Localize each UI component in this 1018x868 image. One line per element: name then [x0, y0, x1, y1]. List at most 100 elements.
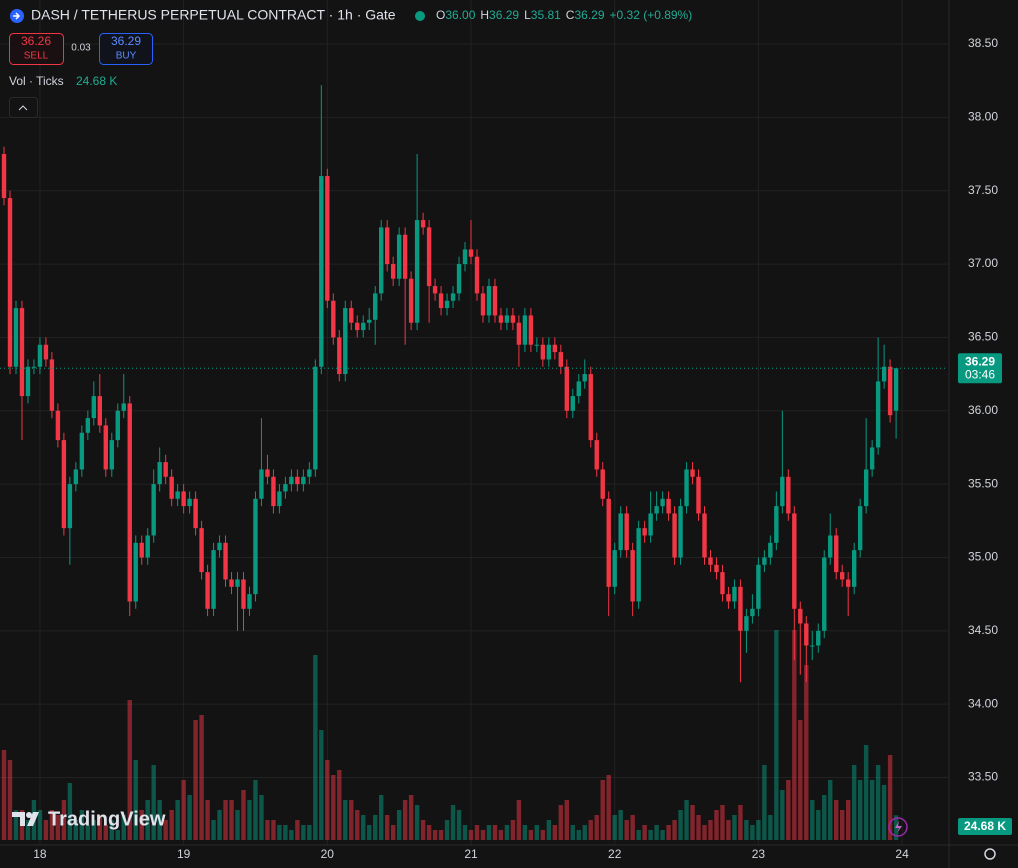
candle-body: [798, 608, 803, 624]
lightning-button[interactable]: [888, 817, 908, 837]
candle-body: [426, 227, 432, 287]
collapse-button[interactable]: [9, 97, 38, 118]
volume-bar: [277, 825, 282, 840]
volume-bar: [301, 825, 306, 840]
candle-body: [600, 469, 605, 499]
volume-bar: [582, 825, 587, 840]
volume-bar: [516, 800, 522, 840]
volume-bar: [558, 805, 564, 840]
volume-bar: [690, 805, 695, 840]
volume-bar: [43, 820, 49, 840]
candle-body: [444, 300, 450, 309]
buy-price[interactable]: 36.29: [111, 34, 141, 48]
volume-bar: [229, 800, 234, 840]
volume-pane: [1, 630, 899, 840]
candle-body: [498, 315, 504, 323]
buy-button[interactable]: [99, 33, 153, 65]
candle-body: [828, 535, 833, 558]
symbol-icon-glyph: [13, 12, 21, 20]
volume-bar: [684, 800, 689, 840]
volume-bar: [7, 760, 13, 840]
volume-legend-value: 24.68 K: [76, 74, 117, 88]
volume-bar: [49, 810, 55, 840]
volume-bar: [474, 825, 480, 840]
volume-bar: [851, 765, 857, 840]
candle-body: [863, 469, 869, 507]
volume-bar: [618, 810, 623, 840]
candle-body: [37, 344, 43, 367]
volume-bar: [1, 750, 7, 840]
candle-body: [79, 432, 85, 470]
candle-body: [121, 403, 126, 411]
volume-bar: [55, 815, 61, 840]
y-tick-label: 38.50: [968, 36, 998, 50]
volume-bar: [774, 630, 779, 840]
volume-bar: [349, 800, 354, 840]
volume-bar: [708, 820, 713, 840]
candle-body: [217, 542, 222, 551]
sell-label[interactable]: SELL: [24, 51, 49, 62]
candle-body: [396, 234, 402, 279]
volume-bar: [199, 715, 204, 840]
buy-label[interactable]: BUY: [116, 51, 137, 62]
volume-bar: [887, 755, 893, 840]
candle-body: [43, 344, 49, 360]
volume-bar: [594, 815, 599, 840]
candle-body: [780, 476, 785, 507]
volume-bar: [67, 783, 73, 840]
volume-bar: [624, 820, 629, 840]
candle-body: [528, 315, 534, 345]
candle-body: [702, 513, 707, 558]
volume-bar: [875, 765, 881, 840]
volume-bar: [373, 815, 378, 840]
candle-body: [612, 550, 617, 587]
candle-body: [115, 410, 120, 441]
volume-bar: [714, 810, 719, 840]
volume-bar: [768, 815, 773, 840]
candle-body: [822, 557, 827, 631]
volume-bar: [840, 810, 845, 840]
legend-value: 36.00: [445, 8, 475, 22]
volume-bar: [564, 800, 570, 840]
settings-button[interactable]: [984, 848, 996, 860]
volume-bar: [420, 820, 426, 840]
candle-body: [313, 366, 318, 470]
candle-body: [432, 286, 438, 294]
symbol-title[interactable]: DASH / TETHERUS PERPETUAL CONTRACT · 1h …: [31, 7, 396, 23]
candle-body: [690, 469, 695, 477]
candle-body: [265, 469, 270, 477]
sell-price[interactable]: 36.26: [21, 34, 51, 48]
volume-bar: [211, 820, 216, 840]
volume-bar: [636, 830, 641, 840]
candle-body: [893, 368, 899, 411]
candle-body: [534, 344, 540, 346]
volume-bar: [462, 825, 468, 840]
candle-body: [390, 264, 396, 279]
volume-bar: [522, 825, 528, 840]
volume-bar: [103, 825, 108, 840]
volume-bar: [486, 825, 492, 840]
volume-bar: [780, 790, 785, 840]
lightning-icon: [895, 821, 902, 833]
volume-bar: [726, 820, 731, 840]
candle-body: [636, 528, 641, 602]
candle-body: [564, 366, 570, 411]
volume-bar: [678, 810, 683, 840]
candle-body: [804, 623, 809, 646]
candle-body: [540, 344, 546, 360]
volume-bar: [642, 825, 647, 840]
volume-bar: [869, 780, 875, 840]
grid: [0, 0, 948, 845]
candle-body: [169, 476, 174, 499]
market-status[interactable]: [415, 11, 425, 21]
sell-button[interactable]: [9, 33, 64, 65]
volume-bar: [361, 815, 366, 840]
volume-bar: [606, 775, 611, 840]
volume-bar: [672, 820, 677, 840]
volume-bar: [157, 800, 162, 840]
candle-body: [660, 498, 665, 507]
volume-bar: [145, 800, 150, 840]
candle-body: [756, 564, 761, 609]
candle-body: [343, 308, 348, 375]
candle-body: [654, 506, 659, 514]
